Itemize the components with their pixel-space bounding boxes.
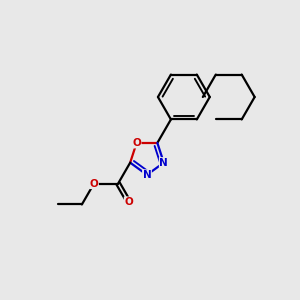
Text: O: O <box>132 138 141 148</box>
Text: O: O <box>90 178 98 189</box>
Text: N: N <box>142 170 152 180</box>
Text: O: O <box>124 197 133 207</box>
Text: N: N <box>159 158 168 168</box>
